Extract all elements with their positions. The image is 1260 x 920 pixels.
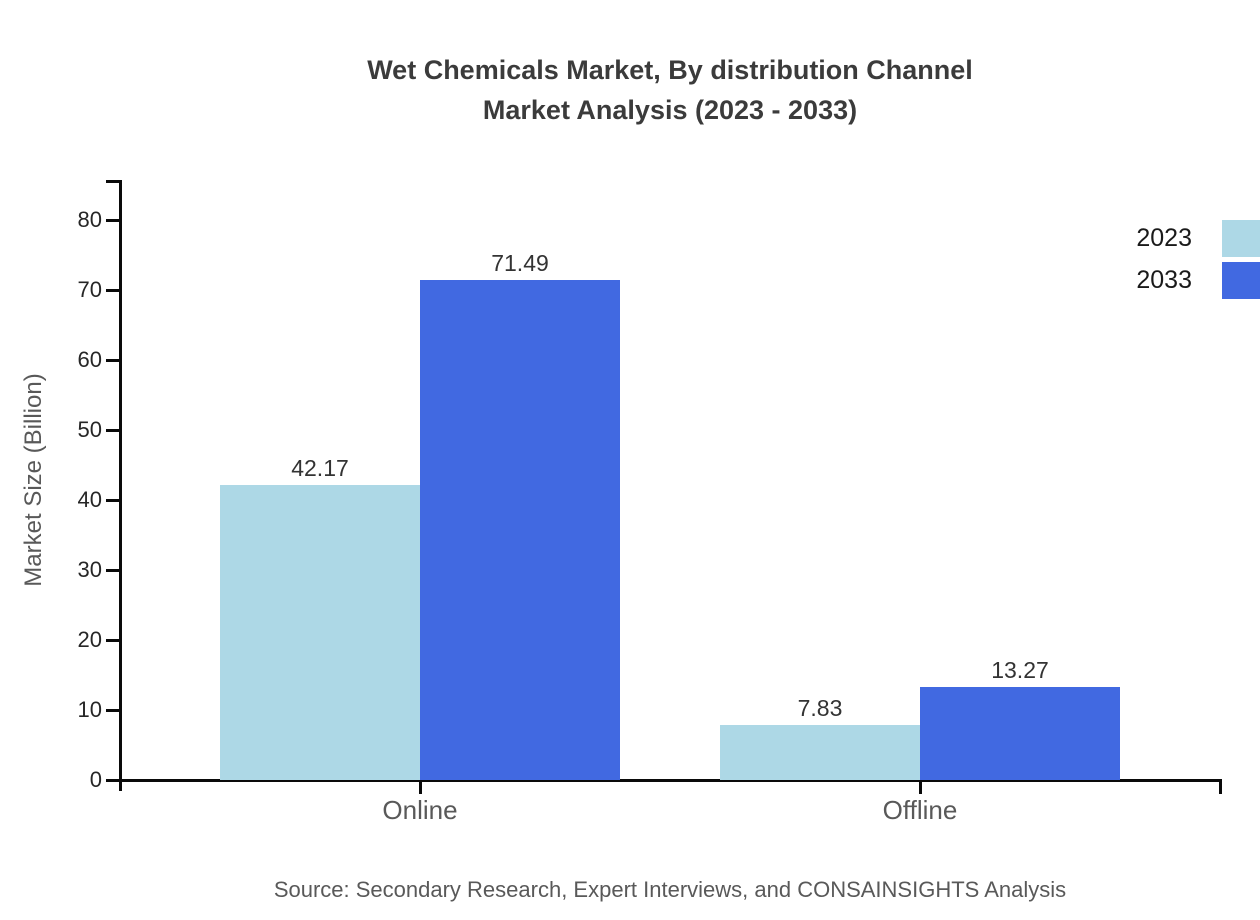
y-tick-label: 20 xyxy=(77,627,102,652)
source-note: Source: Secondary Research, Expert Inter… xyxy=(273,877,1067,902)
y-tick-label: 40 xyxy=(77,487,102,512)
y-tick xyxy=(106,569,119,572)
legend-item: 2033 xyxy=(1106,261,1260,299)
y-tick xyxy=(106,639,119,642)
bar-online-2023 xyxy=(220,484,420,780)
legend-swatch xyxy=(1222,219,1260,257)
y-tick xyxy=(106,289,119,292)
legend-label: 2033 xyxy=(1136,266,1192,294)
y-tick xyxy=(106,359,119,362)
y-tick xyxy=(106,429,119,432)
y-axis xyxy=(119,180,122,791)
x-tick xyxy=(419,781,422,794)
value-label: 13.27 xyxy=(991,657,1049,684)
value-label: 42.17 xyxy=(291,454,349,481)
value-label: 7.83 xyxy=(797,695,843,722)
y-axis-title: Market Size (Billion) xyxy=(20,373,47,587)
y-tick xyxy=(106,709,119,712)
y-tick-label: 50 xyxy=(77,417,102,442)
y-tick-label: 60 xyxy=(77,347,102,372)
value-label: 71.49 xyxy=(491,249,549,276)
y-tick xyxy=(106,779,119,782)
chart-title: Wet Chemicals Market, By distribution Ch… xyxy=(120,50,1220,130)
bar-online-2033 xyxy=(420,279,620,780)
y-tick-label: 0 xyxy=(89,767,102,792)
y-axis-end-cap xyxy=(106,180,119,183)
legend-item: 2023 xyxy=(1106,219,1260,257)
x-tick xyxy=(919,781,922,794)
chart-title-line1: Wet Chemicals Market, By distribution Ch… xyxy=(367,55,973,85)
x-axis xyxy=(119,779,1222,782)
bar-offline-2033 xyxy=(920,687,1120,780)
y-tick-label: 70 xyxy=(77,277,102,302)
legend: 2023 2033 xyxy=(1106,219,1260,303)
legend-label: 2023 xyxy=(1136,224,1192,252)
y-tick xyxy=(106,499,119,502)
y-tick-label: 80 xyxy=(77,207,102,232)
bar-offline-2023 xyxy=(720,725,920,780)
y-tick-label: 30 xyxy=(77,557,102,582)
category-label: Online xyxy=(382,795,458,825)
legend-swatch xyxy=(1222,261,1260,299)
category-label: Offline xyxy=(882,795,958,825)
chart-title-line2: Market Analysis (2023 - 2033) xyxy=(482,95,858,125)
x-axis-end-cap xyxy=(1219,781,1222,794)
y-tick xyxy=(106,219,119,222)
y-tick-label: 10 xyxy=(77,697,102,722)
